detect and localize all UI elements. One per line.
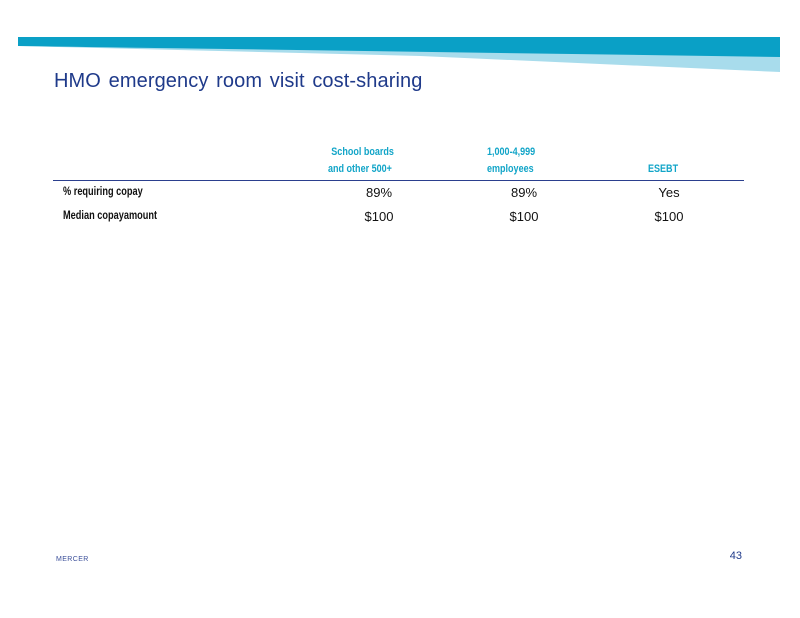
footer-brand-logo: MERCER bbox=[56, 556, 89, 563]
cell-school-boards-requiring: 89% bbox=[365, 185, 393, 200]
column-header-line bbox=[648, 144, 678, 161]
column-header-line: ESEBT bbox=[648, 163, 679, 175]
header-banner bbox=[18, 37, 780, 72]
page-number: 43 bbox=[729, 550, 742, 562]
column-header-esebt: ESEBT bbox=[648, 144, 678, 178]
banner-dark-stripe bbox=[18, 37, 780, 57]
column-header-line: and other 500+ bbox=[328, 163, 392, 175]
cell-esebt-requiring: Yes bbox=[658, 185, 680, 200]
column-header-school-boards: School boards and other 500+ bbox=[328, 144, 394, 178]
row-label-requiring-copay: % requiring copay bbox=[63, 186, 143, 198]
cell-school-boards-median: $100 bbox=[364, 209, 394, 224]
cell-esebt-median: $100 bbox=[654, 209, 684, 224]
row-label-median-copay: Median copayamount bbox=[63, 210, 158, 222]
column-header-line: 1,000-4,999 bbox=[487, 146, 536, 158]
column-header-employees: 1,000-4,999 employees bbox=[487, 144, 535, 178]
column-header-line: School boards bbox=[331, 146, 394, 158]
page-title: HMO emergency room visit cost-sharing bbox=[54, 70, 423, 92]
cell-employees-median: $100 bbox=[509, 209, 539, 224]
header-divider bbox=[53, 180, 744, 181]
column-header-line: employees bbox=[487, 163, 534, 175]
cell-employees-requiring: 89% bbox=[510, 185, 538, 200]
